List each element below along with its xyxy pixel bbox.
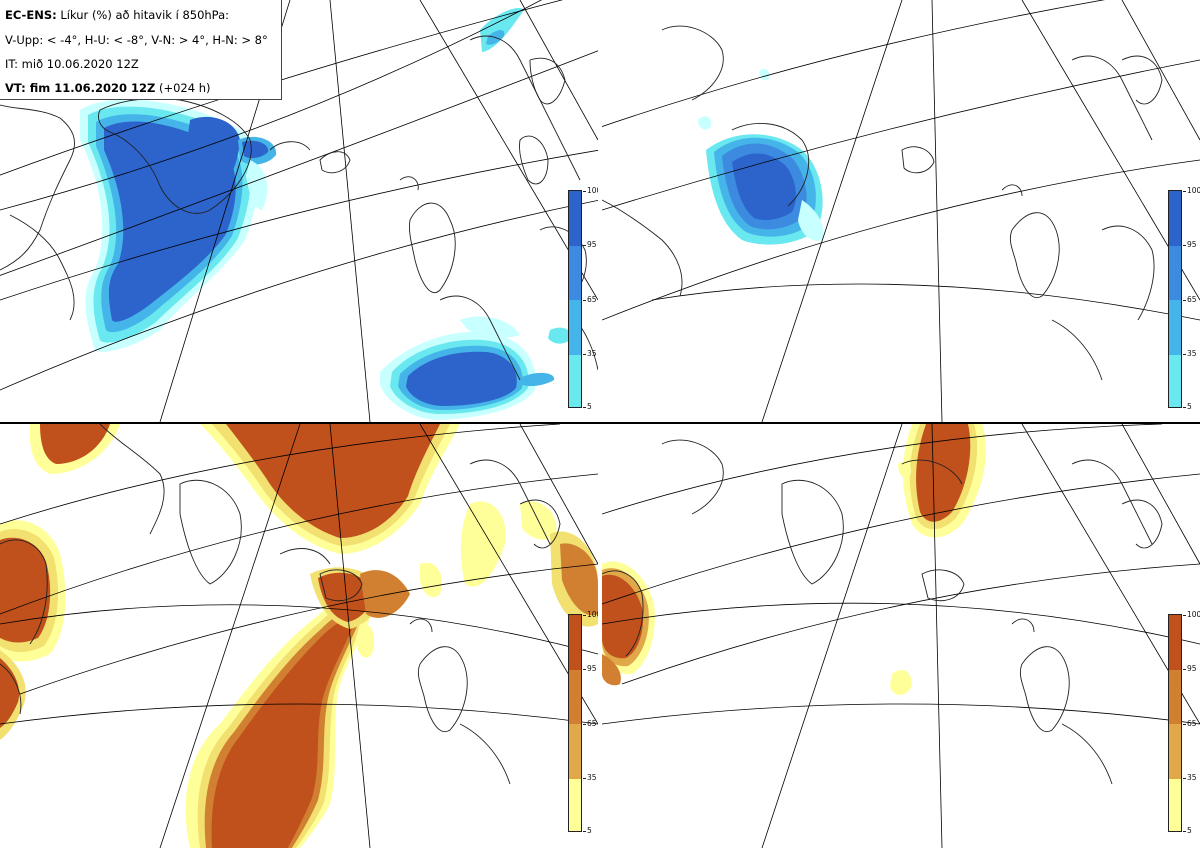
threshold-legend: V-Upp: < -4°, H-U: < -8°, V-N: > 4°, H-N… bbox=[5, 33, 268, 47]
colorbar-tick-label: 100 bbox=[587, 186, 598, 195]
colorbar-tick-label: 5 bbox=[1187, 826, 1192, 835]
variable-description: Líkur (%) að hitavik í 850hPa: bbox=[56, 8, 230, 22]
valid-time-line: VT: fim 11.06.2020 12Z (+024 h) bbox=[5, 81, 211, 95]
panel-divider-vertical bbox=[598, 0, 602, 848]
map-panel-v-n: 100 95 65 35 5 bbox=[0, 424, 598, 848]
coastlines bbox=[602, 439, 1163, 785]
map-panel-h-u: 100 95 65 35 5 bbox=[602, 0, 1200, 422]
colorbar-warm: 100 95 65 35 5 bbox=[1168, 611, 1200, 835]
map-svg bbox=[0, 0, 598, 422]
probability-field bbox=[602, 424, 986, 696]
forecast-info-box: EC-ENS: Líkur (%) að hitavik í 850hPa: V… bbox=[0, 0, 282, 100]
colorbar-cold: 100 95 65 35 5 bbox=[568, 187, 598, 411]
model-name: EC-ENS: bbox=[5, 8, 57, 22]
colorbar-tick-label: 35 bbox=[587, 349, 597, 358]
initial-time: IT: mið 10.06.2020 12Z bbox=[5, 57, 139, 71]
valid-time: VT: fim 11.06.2020 12Z bbox=[5, 81, 156, 95]
colorbar-tick-label: 5 bbox=[1187, 402, 1192, 411]
colorbar-tick-label: 65 bbox=[1187, 719, 1197, 728]
colorbar-tick-label: 65 bbox=[587, 295, 597, 304]
colorbar-tick-label: 95 bbox=[587, 240, 597, 249]
lead-time: (+024 h) bbox=[155, 81, 211, 95]
colorbar-tick-label: 100 bbox=[587, 610, 598, 619]
colorbar-tick-label: 100 bbox=[1187, 610, 1200, 619]
info-title: EC-ENS: Líkur (%) að hitavik í 850hPa: bbox=[5, 8, 229, 22]
map-svg bbox=[602, 424, 1200, 848]
probability-field-west bbox=[80, 8, 524, 352]
colorbar-tick-label: 65 bbox=[587, 719, 597, 728]
map-svg bbox=[0, 424, 598, 848]
map-svg bbox=[602, 0, 1200, 422]
coastlines bbox=[602, 25, 1163, 381]
colorbar-tick-label: 35 bbox=[1187, 773, 1197, 782]
colorbar-tick-label: 5 bbox=[587, 402, 592, 411]
probability-field bbox=[698, 68, 824, 245]
panel-divider-horizontal bbox=[0, 422, 1200, 424]
colorbar-tick-label: 95 bbox=[1187, 664, 1197, 673]
colorbar-tick-label: 100 bbox=[1187, 186, 1200, 195]
colorbar-tick-label: 65 bbox=[1187, 295, 1197, 304]
graticule bbox=[602, 424, 1200, 848]
colorbar-tick-label: 35 bbox=[587, 773, 597, 782]
colorbar-tick-label: 35 bbox=[1187, 349, 1197, 358]
probability-field-east bbox=[380, 316, 571, 420]
probability-field bbox=[0, 424, 598, 848]
colorbar-warm: 100 95 65 35 5 bbox=[568, 611, 598, 835]
coastlines bbox=[0, 424, 561, 785]
graticule bbox=[602, 0, 1200, 422]
colorbar-tick-label: 5 bbox=[587, 826, 592, 835]
colorbar-cold: 100 95 65 35 5 bbox=[1168, 187, 1200, 411]
colorbar-tick-label: 95 bbox=[1187, 240, 1197, 249]
graticule bbox=[0, 424, 598, 848]
colorbar-tick-label: 95 bbox=[587, 664, 597, 673]
map-panel-v-upp: EC-ENS: Líkur (%) að hitavik í 850hPa: V… bbox=[0, 0, 598, 422]
map-panel-h-n: 100 95 65 35 5 bbox=[602, 424, 1200, 848]
